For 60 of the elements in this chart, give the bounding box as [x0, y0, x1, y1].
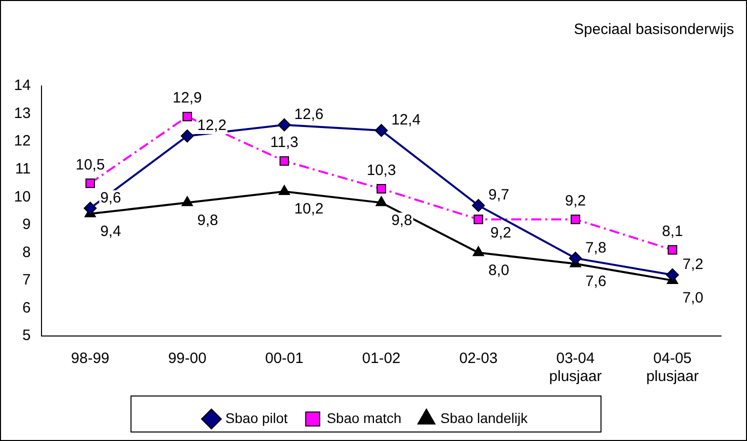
point — [85, 178, 95, 188]
point — [278, 185, 290, 196]
y-tick-label: 7 — [22, 272, 31, 289]
point — [180, 130, 194, 142]
y-tick-label: 10 — [14, 188, 31, 206]
data-label: 9,6 — [100, 189, 122, 206]
data-label: 12,2 — [197, 117, 226, 134]
y-tick-label: 5 — [22, 327, 31, 344]
data-label: 11,3 — [270, 134, 298, 152]
point — [278, 118, 291, 132]
data-label: 12,4 — [391, 112, 421, 129]
point — [182, 112, 192, 122]
point — [668, 245, 678, 255]
y-tick-label: 13 — [14, 104, 31, 122]
point — [474, 214, 484, 224]
data-label: 7,0 — [682, 290, 704, 307]
data-label: 8,1 — [662, 223, 683, 240]
legend-label: Sbao pilot — [225, 410, 288, 426]
y-tick-label: 11 — [15, 160, 31, 178]
point — [280, 156, 290, 166]
data-label: 9,4 — [100, 222, 122, 240]
y-tick-label: 6 — [22, 299, 31, 316]
x-tick-label: 99-00 — [168, 350, 206, 368]
point — [570, 214, 580, 224]
x-tick-label: 98-99 — [71, 350, 110, 368]
data-label: 12,9 — [172, 90, 202, 107]
data-label: 7,2 — [682, 256, 704, 274]
x-tick-label: 04-05 plusjaar — [646, 350, 699, 386]
point — [182, 196, 193, 206]
x-tick-label: 01-02 — [362, 350, 401, 368]
data-label: 9,8 — [391, 212, 412, 229]
data-label: 9,2 — [565, 192, 586, 210]
point — [84, 202, 97, 215]
data-label: 10,3 — [366, 162, 396, 179]
point — [376, 184, 386, 194]
y-tick-label: 14 — [14, 77, 31, 94]
data-label: 9,2 — [490, 224, 512, 242]
y-tick-label: 8 — [22, 244, 31, 261]
y-tick-label: 12 — [14, 132, 31, 150]
data-label: 9,7 — [488, 186, 510, 204]
point — [568, 252, 582, 265]
data-label: 8,0 — [488, 262, 510, 279]
point — [472, 246, 484, 256]
x-tick-label: 02-03 — [459, 350, 498, 368]
x-tick-label: 00-01 — [265, 350, 304, 368]
data-label: 10,2 — [294, 200, 324, 218]
data-label: 7,6 — [585, 272, 606, 290]
point — [376, 196, 388, 206]
x-tick-label: 03-04 plusjaar — [549, 350, 602, 386]
data-label: 10,5 — [76, 156, 105, 174]
legend-label: Sbao landelijk — [440, 410, 529, 426]
point — [472, 198, 485, 212]
data-label: 7,8 — [585, 239, 606, 256]
point — [666, 268, 679, 282]
data-label: 12,6 — [294, 106, 324, 124]
legend-label: Sbao match — [326, 410, 402, 426]
chart-title: Speciaal basisonderwijs — [574, 21, 734, 38]
point — [374, 124, 388, 137]
data-label: 9,8 — [197, 212, 218, 229]
y-tick-label: 9 — [22, 216, 31, 234]
